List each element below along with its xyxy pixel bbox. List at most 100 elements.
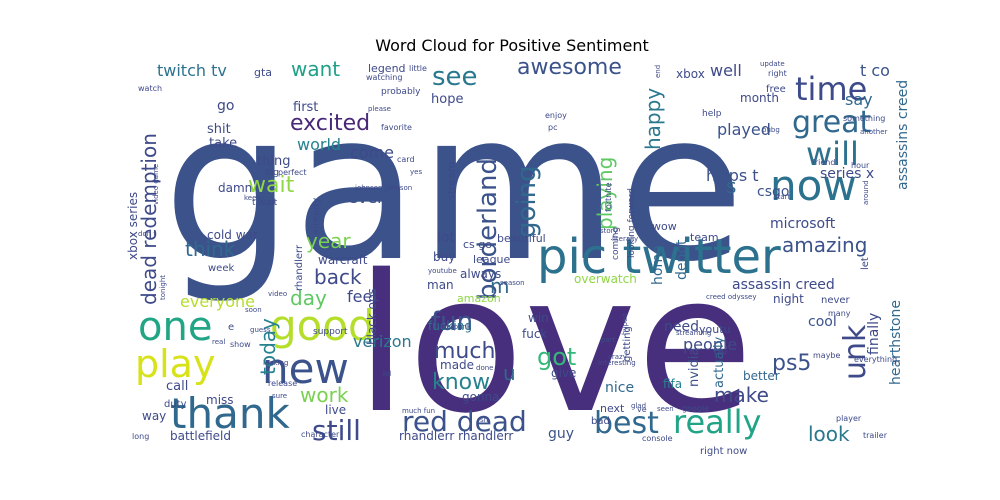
word-going: going bbox=[512, 165, 542, 238]
word-live: live bbox=[325, 403, 346, 417]
word-nvidia: nvidia bbox=[687, 348, 702, 387]
word-much-fun: much fun bbox=[402, 407, 435, 415]
word-cyberpunk: cyberpunk bbox=[434, 323, 472, 331]
word-little: little bbox=[409, 64, 427, 73]
word-play: play bbox=[135, 342, 215, 386]
word-black-ops: black ops bbox=[365, 288, 379, 345]
word-series-x: series x bbox=[820, 166, 874, 182]
word-played: played bbox=[717, 120, 771, 139]
word-lol: lol bbox=[383, 370, 391, 378]
word-player: player bbox=[836, 414, 862, 423]
word-gonna: gonna bbox=[462, 390, 500, 404]
word-damn: damn bbox=[218, 181, 252, 195]
word-week: week bbox=[208, 263, 234, 274]
word-please: please bbox=[368, 105, 391, 113]
word-assassin-creed: assassin creed bbox=[732, 277, 835, 293]
word-probably: probably bbox=[381, 87, 421, 97]
word-tonight: tonight bbox=[159, 275, 167, 300]
word-right: right bbox=[768, 69, 787, 78]
word-cold-war: cold war bbox=[207, 228, 258, 242]
word-don-t: don t bbox=[138, 230, 156, 238]
word-everyone: everyone bbox=[180, 292, 255, 311]
word-coming: coming bbox=[611, 227, 621, 260]
word-real: real bbox=[212, 338, 225, 346]
word-call: call bbox=[166, 379, 188, 394]
word-new: new bbox=[262, 344, 349, 393]
word-fucking: fucking bbox=[428, 319, 472, 333]
word-release: release bbox=[268, 379, 297, 388]
word-wow: wow bbox=[652, 220, 677, 233]
word-done: done bbox=[476, 364, 493, 372]
word-borderland: borderland bbox=[473, 158, 503, 300]
word-guy: guy bbox=[548, 426, 574, 442]
word-free: free bbox=[766, 84, 786, 95]
word-win: win bbox=[528, 311, 549, 325]
word-hour: hour bbox=[851, 161, 870, 170]
word-pic-twitter: pic twitter bbox=[537, 229, 781, 285]
word-even: even bbox=[348, 188, 387, 207]
word-rhandlerr: rhandlerr bbox=[294, 244, 305, 291]
word-streaming: streaming bbox=[676, 329, 711, 337]
word-love: love bbox=[355, 234, 753, 455]
word-youtu: youtu bbox=[699, 323, 731, 336]
word-know: know bbox=[432, 370, 490, 395]
word-year: year bbox=[306, 229, 351, 253]
word-today: today bbox=[256, 318, 280, 375]
word-now: now bbox=[770, 161, 857, 210]
word-big: big bbox=[265, 168, 279, 178]
word-awesome: awesome bbox=[517, 55, 622, 80]
word-legend: legend bbox=[368, 62, 406, 75]
word-dead-redemption: dead redemption bbox=[137, 133, 161, 305]
word-crazy: crazy bbox=[608, 353, 627, 361]
word-ps5: ps5 bbox=[772, 351, 811, 376]
word-miss: miss bbox=[206, 393, 234, 407]
word-m: m bbox=[490, 274, 509, 298]
word-support: support bbox=[313, 327, 348, 337]
word-nice: nice bbox=[605, 380, 634, 396]
word-take: take bbox=[209, 136, 237, 151]
word-https-t: https t bbox=[706, 166, 759, 185]
word-s: s bbox=[726, 174, 736, 198]
word-thank: thank bbox=[170, 389, 290, 438]
word-red-dead: red dead bbox=[402, 405, 527, 438]
word-youtube: youtube bbox=[428, 267, 457, 275]
word-fortnite: fortnite bbox=[604, 182, 613, 212]
word-enjoy: enjoy bbox=[545, 111, 567, 120]
word-wait: wait bbox=[248, 173, 295, 198]
word-end: end bbox=[654, 65, 662, 78]
word-duty: duty bbox=[164, 399, 187, 410]
word-let: let bbox=[860, 257, 871, 270]
word-beautiful: beautiful bbox=[497, 232, 546, 245]
word-amazing: amazing bbox=[782, 233, 867, 257]
word-looking-forward: looking forward bbox=[627, 188, 637, 258]
word-game: game bbox=[163, 69, 745, 307]
word-glad: glad bbox=[631, 402, 646, 410]
word-u: u bbox=[503, 361, 516, 385]
word-people: people bbox=[683, 335, 737, 354]
word-fifa: fifa bbox=[663, 377, 682, 391]
word-great: great bbox=[792, 105, 872, 140]
word-assassins-creed: assassins creed bbox=[895, 80, 911, 190]
word-maybe: maybe bbox=[813, 351, 841, 360]
word-made: made bbox=[440, 358, 474, 372]
word-microsoft: microsoft bbox=[770, 216, 836, 232]
word-got: got bbox=[537, 343, 576, 371]
word-twitch-tv: twitch tv bbox=[157, 61, 227, 80]
word-will: will bbox=[806, 135, 859, 173]
word-lot: lot bbox=[437, 230, 455, 246]
word-really: really bbox=[673, 403, 761, 441]
word-hope: hope bbox=[431, 92, 463, 107]
word-soon: soon bbox=[245, 306, 262, 314]
word-pubg: pubg bbox=[762, 126, 780, 134]
word-trailer: trailer bbox=[863, 431, 888, 440]
word-verizon: verizon bbox=[353, 332, 412, 351]
word-console: console bbox=[642, 434, 673, 443]
word-night: night bbox=[773, 292, 804, 306]
word-video: video bbox=[268, 290, 287, 298]
word-show: show bbox=[230, 340, 251, 349]
word-xbox-series: xbox series bbox=[126, 192, 140, 260]
word-make: make bbox=[714, 383, 769, 407]
word-cloud-panel bbox=[125, 60, 900, 442]
